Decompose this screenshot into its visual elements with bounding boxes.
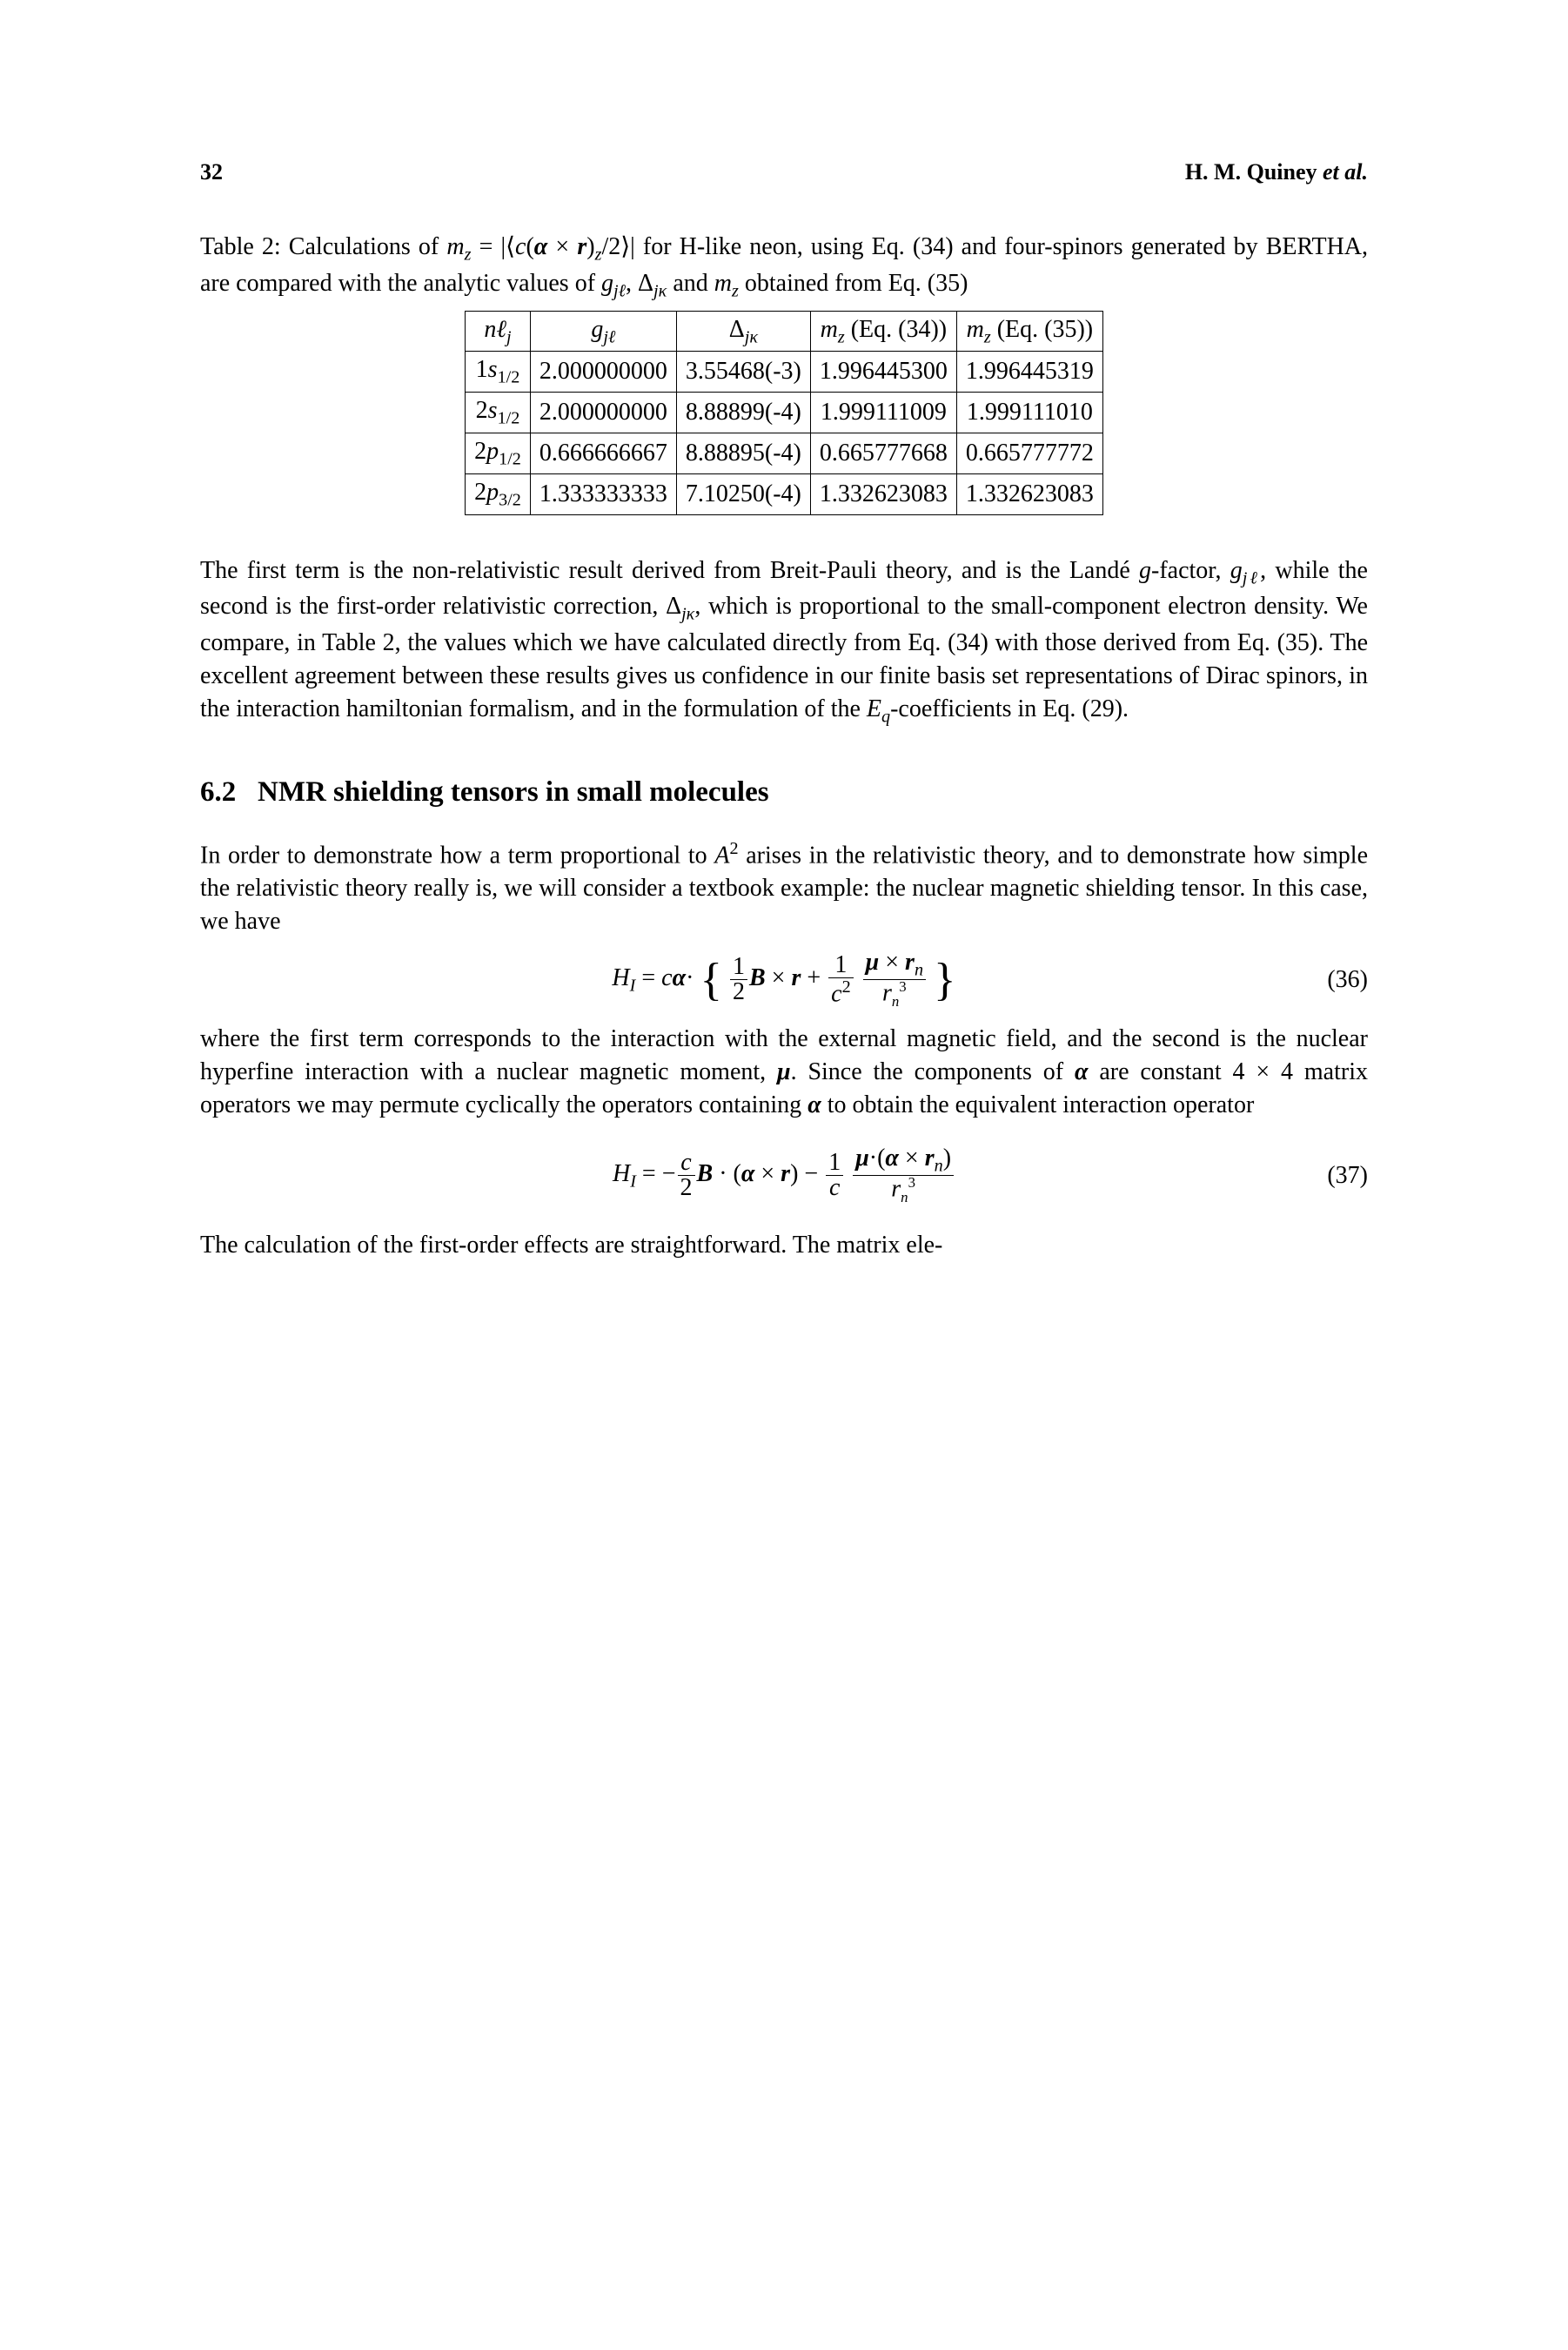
cell: 1.996445319 xyxy=(956,352,1102,393)
col-header: mz (Eq. (34)) xyxy=(810,311,956,352)
cell: 1.332623083 xyxy=(810,473,956,514)
col-header: mz (Eq. (35)) xyxy=(956,311,1102,352)
equation-37: HI = −c2B · (α × r) − 1c μ·(α × rn)rn3 (… xyxy=(200,1146,1368,1205)
cell: 3.55468(-3) xyxy=(676,352,810,393)
equation-36: HI = cα· { 12B × r + 1c2 μ × rnrn3 } (36… xyxy=(200,950,1368,1009)
cell: 2p1/2 xyxy=(466,433,531,474)
cell: 1.999111010 xyxy=(956,393,1102,433)
page-number: 32 xyxy=(200,157,223,187)
table-caption: Table 2: Calculations of mz = |⟨c(α × r)… xyxy=(200,231,1368,304)
eq-number: (36) xyxy=(1327,964,1368,997)
table-row: 2p3/2 1.333333333 7.10250(-4) 1.33262308… xyxy=(466,473,1103,514)
cell: 2s1/2 xyxy=(466,393,531,433)
col-header: Δjκ xyxy=(676,311,810,352)
page-header: 32 H. M. Quiney et al. xyxy=(200,157,1368,187)
cell: 8.88895(-4) xyxy=(676,433,810,474)
cell: 1.999111009 xyxy=(810,393,956,433)
cell: 1.996445300 xyxy=(810,352,956,393)
table-2: nℓj gjℓ Δjκ mz (Eq. (34)) mz (Eq. (35)) … xyxy=(465,311,1103,515)
paragraph-2: In order to demonstrate how a term propo… xyxy=(200,837,1368,938)
paragraph-3: where the first term corresponds to the … xyxy=(200,1023,1368,1121)
table-row: 2p1/2 0.666666667 8.88895(-4) 0.66577766… xyxy=(466,433,1103,474)
paragraph-1: The first term is the non-relativistic r… xyxy=(200,554,1368,729)
col-header: nℓj xyxy=(466,311,531,352)
cell: 7.10250(-4) xyxy=(676,473,810,514)
eq-number: (37) xyxy=(1327,1159,1368,1192)
cell: 1.332623083 xyxy=(956,473,1102,514)
paragraph-4: The calculation of the first-order effec… xyxy=(200,1229,1368,1262)
cell: 0.665777772 xyxy=(956,433,1102,474)
cell: 2.000000000 xyxy=(530,393,676,433)
eq-content: HI = −c2B · (α × r) − 1c μ·(α × rn)rn3 xyxy=(613,1146,955,1205)
col-header: gjℓ xyxy=(530,311,676,352)
table-row: 1s1/2 2.000000000 3.55468(-3) 1.99644530… xyxy=(466,352,1103,393)
author-line: H. M. Quiney et al. xyxy=(1185,157,1368,187)
section-heading: 6.2 NMR shielding tensors in small molec… xyxy=(200,773,1368,812)
table-header-row: nℓj gjℓ Δjκ mz (Eq. (34)) mz (Eq. (35)) xyxy=(466,311,1103,352)
cell: 2.000000000 xyxy=(530,352,676,393)
cell: 0.665777668 xyxy=(810,433,956,474)
table-row: 2s1/2 2.000000000 8.88899(-4) 1.99911100… xyxy=(466,393,1103,433)
cell: 2p3/2 xyxy=(466,473,531,514)
eq-content: HI = cα· { 12B × r + 1c2 μ × rnrn3 } xyxy=(612,950,955,1009)
cell: 1s1/2 xyxy=(466,352,531,393)
cell: 0.666666667 xyxy=(530,433,676,474)
cell: 8.88899(-4) xyxy=(676,393,810,433)
cell: 1.333333333 xyxy=(530,473,676,514)
